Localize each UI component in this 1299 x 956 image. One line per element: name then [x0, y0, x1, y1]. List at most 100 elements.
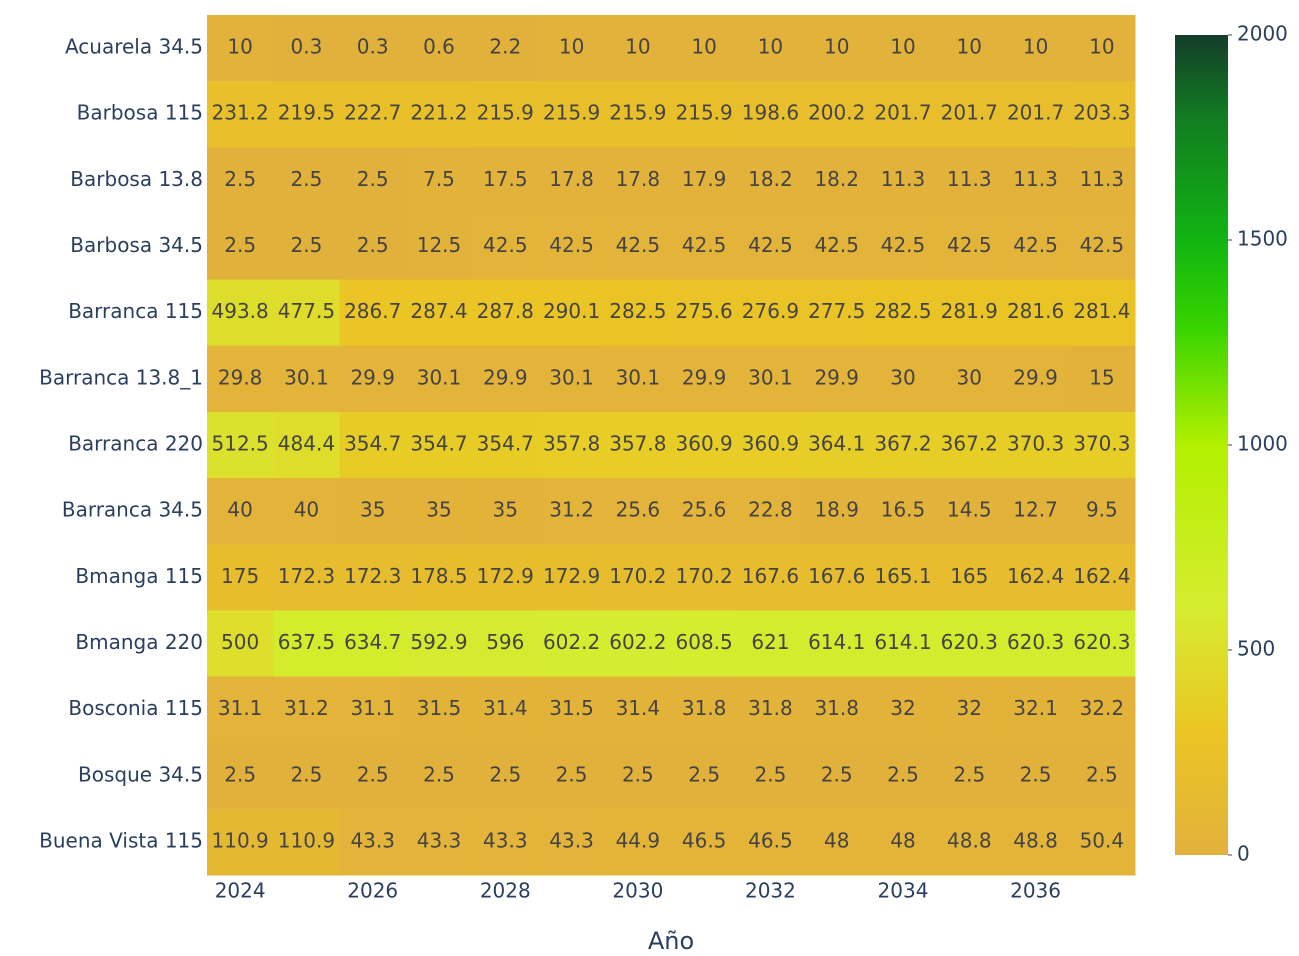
heatmap-cell [671, 15, 738, 82]
heatmap-cell [405, 81, 473, 148]
heatmap-cell [803, 81, 871, 148]
cell-label: 172.3 [278, 564, 335, 588]
heatmap-cell [472, 742, 539, 810]
heatmap-cell [1068, 676, 1136, 744]
y-tick-label: Bmanga 115 [75, 564, 203, 588]
heatmap-cell [472, 279, 539, 347]
cell-label: 18.2 [748, 167, 793, 191]
x-tick-label: 2034 [878, 879, 929, 903]
cell-label: 2.5 [821, 762, 853, 786]
heatmap-cell [671, 742, 738, 810]
heatmap-cell [1002, 676, 1070, 744]
cell-label: 2.5 [357, 762, 389, 786]
heatmap-cell [604, 213, 672, 281]
cell-label: 30.1 [549, 365, 594, 389]
y-tick-label: Bmanga 220 [75, 630, 203, 654]
heatmap-cell [472, 15, 539, 82]
heatmap-cell [936, 808, 1003, 876]
cell-label: 484.4 [278, 432, 335, 456]
heatmap-cell [803, 610, 871, 678]
heatmap-cell [869, 411, 937, 479]
cell-label: 282.5 [874, 299, 931, 323]
heatmap-cell [472, 411, 539, 479]
heatmap-cell [207, 544, 274, 611]
cell-label: 18.9 [814, 498, 859, 522]
cell-label: 10 [227, 35, 252, 59]
heatmap-cell [803, 279, 871, 347]
cell-label: 42.5 [1080, 233, 1125, 257]
colorbar-tick-label: 2000 [1237, 22, 1288, 46]
heatmap-cell [869, 610, 937, 678]
heatmap-cell [1068, 81, 1136, 148]
cell-label: 10 [559, 35, 584, 59]
cell-label: 29.9 [350, 365, 395, 389]
heatmap-cell [604, 345, 672, 413]
heatmap-cell [207, 147, 274, 214]
y-tick-label: Bosque 34.5 [78, 762, 203, 786]
heatmap-cell [803, 213, 871, 281]
cell-label: 11.3 [1013, 167, 1058, 191]
heatmap-cell [1068, 279, 1136, 347]
heatmap-cell [339, 544, 407, 611]
y-tick-label: Barbosa 13.8 [70, 167, 203, 191]
cell-label: 14.5 [947, 498, 992, 522]
cell-label: 602.2 [609, 630, 666, 654]
heatmap-cell [472, 610, 539, 678]
heatmap-cell [472, 808, 539, 876]
cell-label: 10 [691, 35, 716, 59]
heatmap-cell [538, 345, 606, 413]
cell-label: 286.7 [344, 299, 401, 323]
cell-label: 275.6 [676, 299, 733, 323]
heatmap-cell [1002, 742, 1070, 810]
cell-label: 30.1 [417, 365, 462, 389]
heatmap-cell [207, 478, 274, 545]
heatmap-cell [207, 81, 274, 148]
cell-label: 50.4 [1080, 828, 1125, 852]
x-axis-title: Año [648, 927, 694, 955]
heatmap-cell [671, 213, 738, 281]
cell-label: 10 [824, 35, 849, 59]
cell-label: 31.2 [284, 696, 329, 720]
cell-label: 12.5 [417, 233, 462, 257]
cell-label: 31.8 [814, 696, 859, 720]
cell-label: 31.1 [218, 696, 263, 720]
heatmap-cell [671, 279, 738, 347]
heatmap-cell [604, 742, 672, 810]
cell-label: 201.7 [1007, 101, 1064, 125]
heatmap-cell [273, 544, 341, 611]
heatmap-cell [538, 742, 606, 810]
cell-label: 30.1 [616, 365, 661, 389]
heatmap-cell [1002, 544, 1070, 611]
cell-label: 2.5 [357, 167, 389, 191]
heatmap-cell [339, 213, 407, 281]
cell-label: 17.5 [483, 167, 528, 191]
heatmap-cell [207, 213, 274, 281]
heatmap-cell [207, 345, 274, 413]
heatmap-cell [737, 808, 805, 876]
x-tick-label: 2028 [480, 879, 531, 903]
cell-label: 162.4 [1073, 564, 1130, 588]
heatmap-cell [339, 345, 407, 413]
cell-label: 42.5 [682, 233, 727, 257]
cell-label: 15 [1089, 365, 1114, 389]
heatmap-cell [472, 478, 539, 545]
cell-label: 42.5 [947, 233, 992, 257]
heatmap-cell [273, 478, 341, 545]
heatmap-cell [737, 15, 805, 82]
cell-label: 110.9 [212, 828, 269, 852]
heatmap-cell [936, 279, 1003, 347]
heatmap-cell [1068, 478, 1136, 545]
cell-label: 364.1 [808, 432, 865, 456]
cell-label: 42.5 [814, 233, 859, 257]
heatmap-cell [1002, 279, 1070, 347]
cell-label: 10 [625, 35, 650, 59]
cell-label: 10 [758, 35, 783, 59]
heatmap-cell [1068, 742, 1136, 810]
heatmap-cell [538, 610, 606, 678]
cell-label: 31.2 [549, 498, 594, 522]
heatmap-cell [604, 808, 672, 876]
heatmap-cell [538, 213, 606, 281]
cell-label: 110.9 [278, 828, 335, 852]
cell-label: 31.5 [549, 696, 594, 720]
y-tick-label: Barranca 220 [68, 432, 203, 456]
